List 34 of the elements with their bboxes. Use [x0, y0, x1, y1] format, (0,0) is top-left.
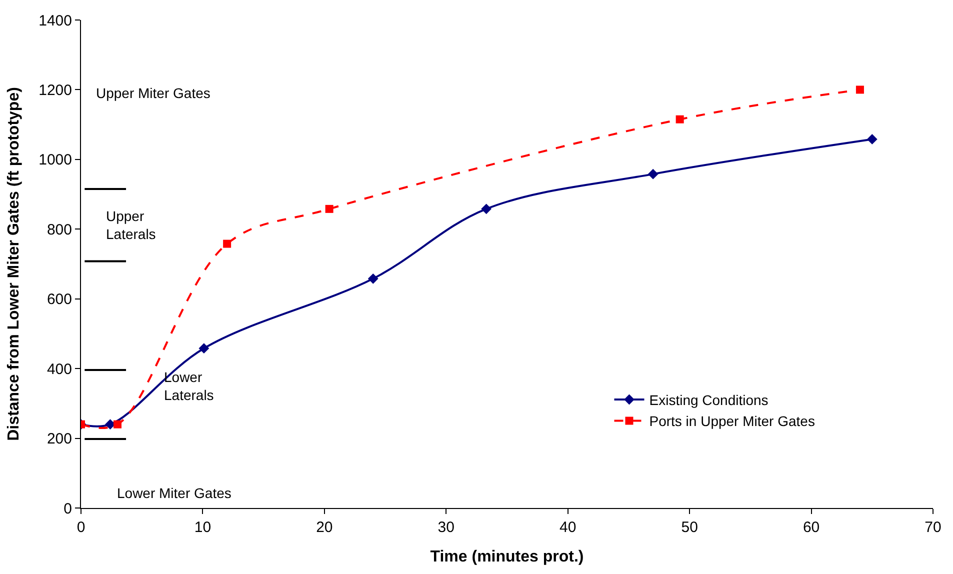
y-tick-label: 200 [46, 430, 72, 448]
legend-label: Ports in Upper Miter Gates [649, 413, 815, 430]
x-tick-label: 50 [681, 519, 698, 536]
x-tick-label: 20 [316, 519, 333, 536]
x-tick-label: 40 [560, 519, 576, 536]
y-tick-label: 1200 [38, 82, 72, 99]
point [481, 204, 492, 214]
point [325, 204, 334, 213]
point [866, 134, 878, 144]
x-tick-label: 0 [76, 519, 86, 536]
y-tick-label: 1400 [38, 12, 72, 30]
point [676, 115, 684, 124]
legend-label: Existing Conditions [649, 392, 768, 408]
annotation: Upper Laterals [106, 208, 156, 242]
y-tick-label: 800 [46, 221, 72, 238]
x-tick-label: 70 [924, 519, 942, 536]
point [856, 86, 864, 94]
point [114, 420, 122, 428]
x-tick-label: 30 [438, 519, 454, 536]
y-axis-title: Distance from Lower Miter Gates (ft prototype) [6, 87, 23, 441]
x-tick-label: 10 [194, 519, 212, 536]
point [648, 168, 658, 180]
y-tick-label: 1000 [38, 152, 72, 169]
y-tick-label: 0 [64, 500, 72, 518]
x-axis-title: Time (minutes prot.) [430, 548, 584, 566]
point [368, 273, 378, 284]
annotation: Lower Miter Gates [117, 485, 232, 501]
x-tick-label: 60 [802, 519, 820, 536]
y-tick-label: 400 [46, 360, 72, 378]
annotation: Upper Miter Gates [96, 85, 210, 101]
point [198, 343, 210, 354]
annotation: Lower Laterals [164, 369, 214, 404]
y-tick-label: 600 [46, 291, 72, 308]
point [223, 240, 232, 248]
